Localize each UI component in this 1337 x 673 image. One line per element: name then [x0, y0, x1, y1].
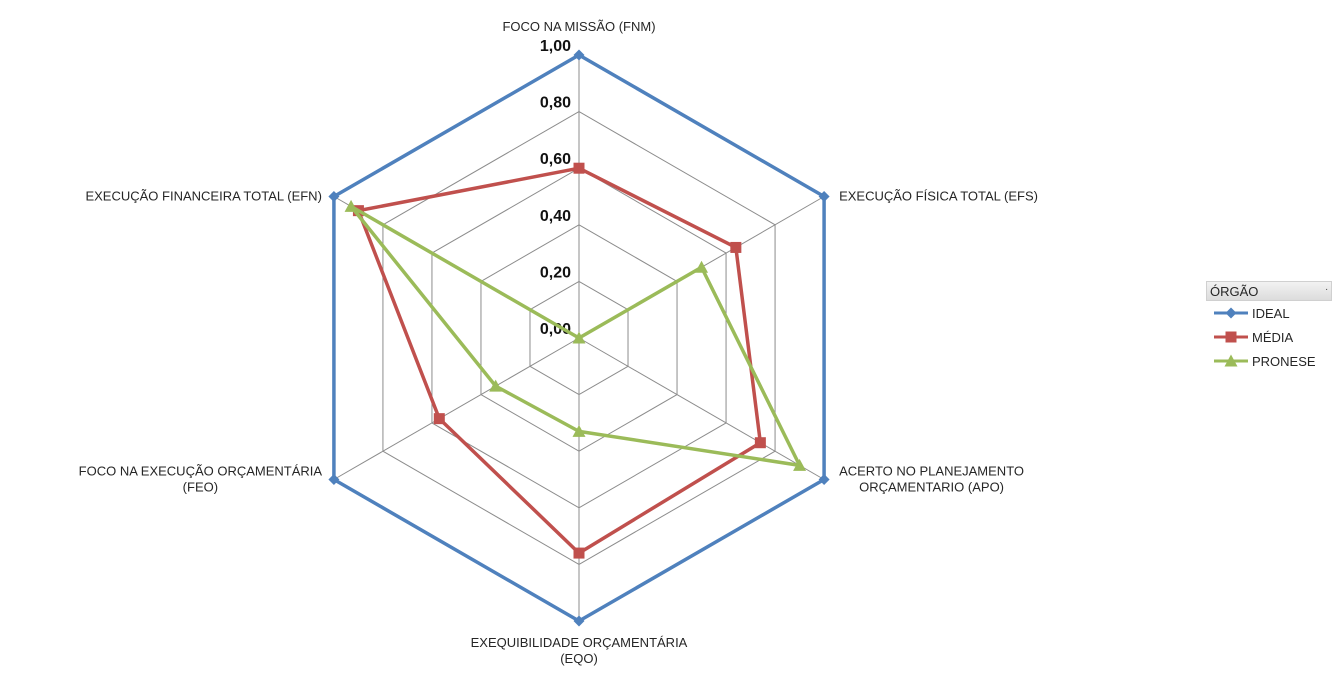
- category-labels: FOCO NA MISSÃO (FNM) EXECUÇÃO FÍSICA TOTA…: [79, 19, 1038, 666]
- grid-spoke: [333, 337, 580, 480]
- series-point-media-marker: [433, 413, 445, 425]
- series-line-media: [356, 166, 763, 555]
- legend-item-ideal[interactable]: IDEAL: [1212, 301, 1332, 325]
- category-label: EXEQUIBILIDADE ORÇAMENTÁRIA (EQO): [471, 635, 688, 666]
- category-label: FOCO NA MISSÃO (FNM): [502, 19, 655, 34]
- legend-dropdown-icon[interactable]: .: [1325, 282, 1328, 293]
- series-point-ideal-marker: [818, 474, 830, 485]
- series-point-pronese-marker: [489, 379, 503, 392]
- legend-label-pronese: PRONESE: [1252, 353, 1316, 369]
- category-label: FOCO NA EXECUÇÃO ORÇAMENTÁRIA (FEO): [79, 464, 323, 495]
- series-pronese: [344, 199, 807, 471]
- series-point-media-marker: [754, 437, 766, 449]
- radial-tick-label: 0,00: [540, 321, 571, 338]
- series-point-ideal-marker: [818, 191, 830, 202]
- series-point-media-marker: [573, 162, 585, 174]
- category-label: EXECUÇÃO FÍSICA TOTAL (EFS): [839, 189, 1038, 204]
- legend-swatch-pronese: [1214, 354, 1248, 367]
- series-point-pronese-marker: [695, 260, 709, 273]
- grid-spoke: [578, 337, 825, 480]
- radial-tick-label: 0,60: [540, 151, 571, 168]
- legend-item-media[interactable]: MÉDIA: [1212, 325, 1332, 349]
- series-point-ideal-marker: [573, 615, 585, 627]
- legend: ÓRGÃO . IDEAL MÉDIA PRONESE: [1206, 281, 1332, 373]
- legend-item-pronese[interactable]: PRONESE: [1212, 349, 1332, 373]
- legend-label-ideal: IDEAL: [1252, 305, 1290, 321]
- category-label: ACERTO NO PLANEJAMENTO ORÇAMENTARIO (APO): [839, 464, 1024, 495]
- radial-tick-label: 0,40: [540, 208, 571, 225]
- legend-items: IDEAL MÉDIA PRONESE: [1206, 301, 1332, 373]
- radial-tick-label: 0,20: [540, 264, 571, 281]
- series-point-media-marker: [573, 547, 585, 559]
- series-point-pronese-marker: [572, 424, 586, 437]
- series-point-pronese-marker: [793, 458, 807, 471]
- category-label: EXECUÇÃO FINANCEIRA TOTAL (EFN): [85, 189, 321, 204]
- legend-pronese-marker: [1224, 354, 1238, 367]
- radial-tick-labels: 0,00 0,20 0,40 0,60 0,80 1,00: [540, 38, 571, 338]
- series-point-media-marker: [730, 241, 742, 253]
- legend-title: ÓRGÃO: [1210, 284, 1259, 299]
- legend-label-media: MÉDIA: [1252, 329, 1294, 345]
- series-point-pronese-marker: [572, 331, 586, 344]
- radial-tick-label: 0,80: [540, 95, 571, 112]
- legend-swatch-media: [1214, 331, 1248, 343]
- series-point-ideal-marker: [328, 474, 340, 485]
- legend-swatch-ideal: [1214, 307, 1248, 319]
- data-series: [328, 49, 830, 627]
- legend-ideal-marker: [1225, 307, 1237, 319]
- legend-header[interactable]: ÓRGÃO .: [1206, 281, 1332, 301]
- series-point-ideal-marker: [328, 191, 340, 202]
- legend-media-marker: [1225, 331, 1237, 343]
- series-point-pronese-marker: [344, 199, 358, 212]
- series-ideal: [328, 49, 830, 627]
- radial-tick-label: 1,00: [540, 38, 571, 55]
- series-point-ideal-marker: [573, 49, 585, 61]
